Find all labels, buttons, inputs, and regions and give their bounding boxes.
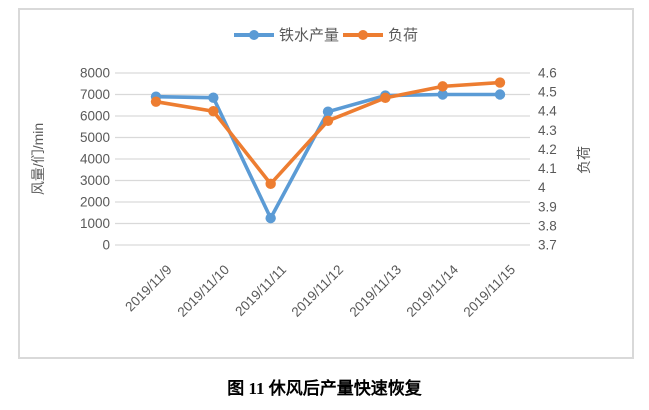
data-point-1 [150, 96, 162, 107]
left-axis-tick: 3000 [80, 173, 110, 188]
right-axis-tick: 4.5 [538, 85, 557, 100]
legend-item-load: 负荷 [343, 24, 418, 45]
chart-legend: 铁水产量 负荷 [20, 24, 632, 45]
data-point-0 [494, 89, 506, 100]
data-point-0 [208, 92, 219, 103]
data-point-1 [437, 81, 448, 92]
left-axis-tick: 0 [102, 238, 110, 253]
legend-label-load: 负荷 [388, 27, 419, 44]
right-axis-tick: 4.1 [538, 161, 557, 176]
legend-label-iron-output: 铁水产量 [278, 27, 339, 44]
right-axis-title: 负荷 [576, 146, 592, 174]
right-axis-tick: 4 [538, 180, 546, 195]
figure-caption: 图 11 休风后产量快速恢复 [227, 379, 422, 398]
right-axis-tick: 4.4 [538, 104, 557, 119]
legend-marker-load-icon [343, 29, 383, 40]
left-axis-tick: 4000 [80, 152, 110, 167]
chart-plot-area: 8000 7000 6000 5000 4000 3000 2000 1000 0 4.6 4.5 4… [80, 66, 557, 253]
right-axis-tick: 4.2 [538, 142, 557, 157]
right-axis-tick: 3.9 [538, 199, 557, 214]
data-point-0 [437, 89, 448, 100]
left-axis-tick: 6000 [80, 109, 110, 124]
left-axis-title: 风量/们/min [30, 122, 46, 196]
data-point-1 [380, 92, 391, 104]
right-axis-tick: 3.8 [538, 218, 557, 233]
data-point-1 [494, 77, 506, 88]
left-axis-tick: 8000 [80, 66, 110, 81]
left-axis-tick: 1000 [80, 216, 110, 231]
chart-frame: 铁水产量 负荷 8000 7000 6000 5000 4000 3000 2000 1000… [18, 8, 634, 359]
left-axis-tick: 7000 [80, 87, 110, 102]
data-point-1 [208, 106, 219, 117]
right-axis-tick: 4.6 [538, 66, 557, 81]
data-point-1 [265, 178, 276, 190]
data-point-1 [322, 115, 334, 126]
right-axis-tick: 3.7 [538, 238, 557, 253]
right-axis-tick: 4.3 [538, 123, 557, 138]
data-point-0 [265, 212, 276, 224]
left-axis-tick: 5000 [80, 130, 110, 145]
legend-item-iron-output: 铁水产量 [233, 24, 339, 45]
left-axis-tick: 2000 [80, 195, 110, 210]
legend-marker-iron-output-icon [233, 29, 274, 40]
data-point-0 [322, 106, 334, 117]
